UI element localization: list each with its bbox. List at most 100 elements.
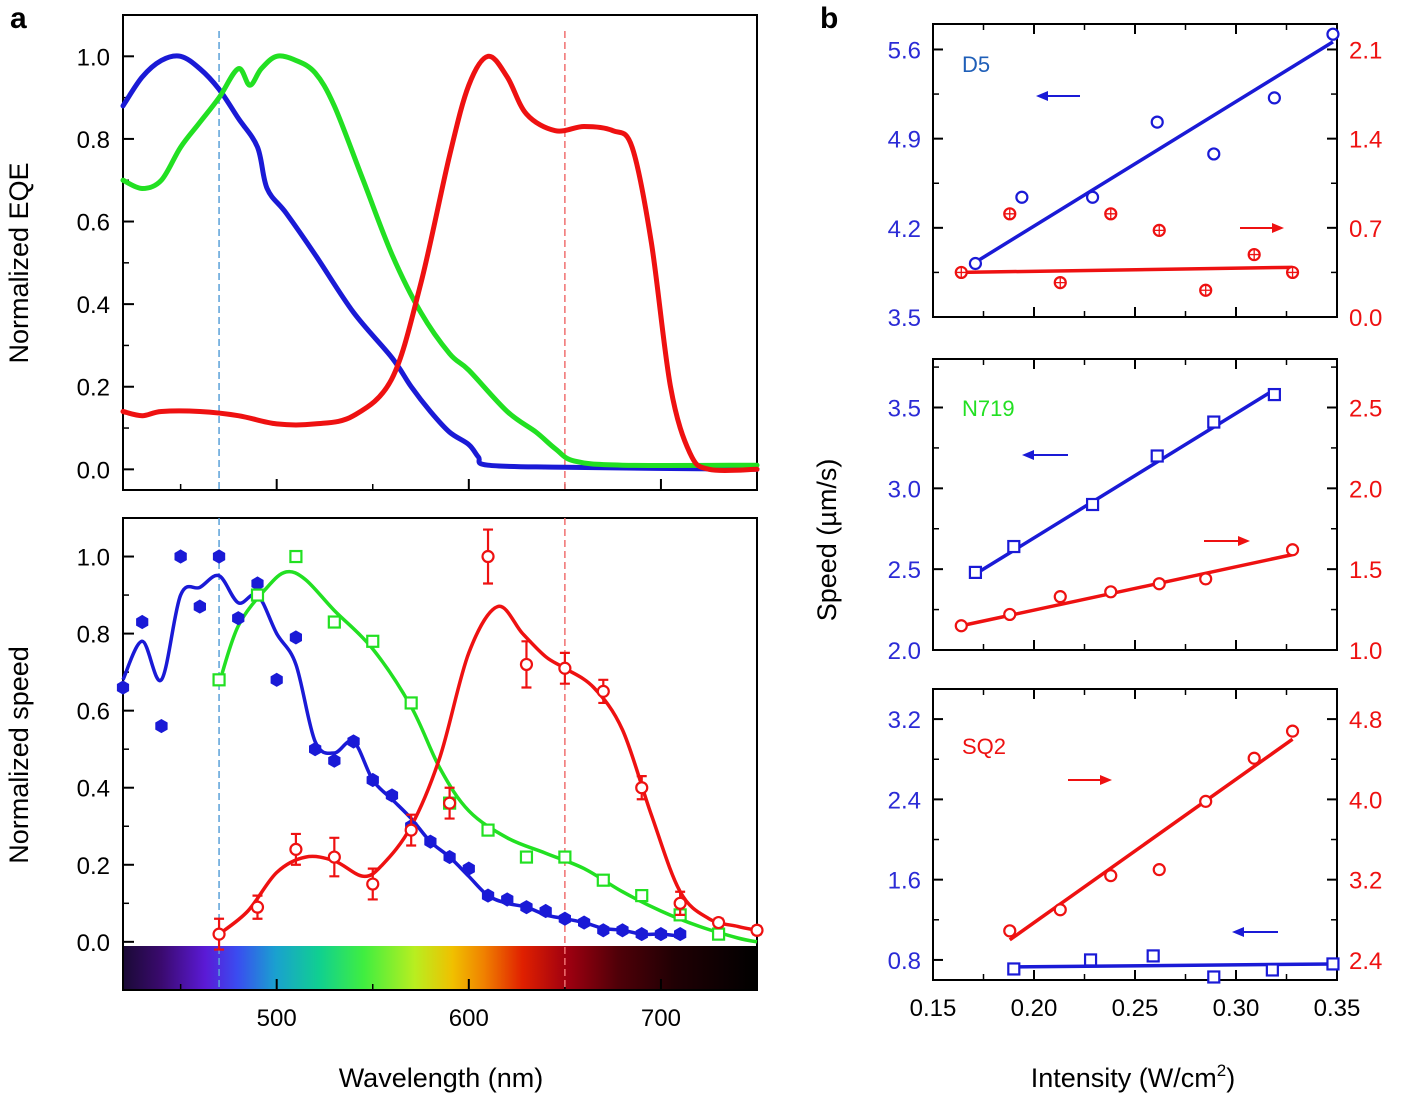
n719-yticklabelR-0: 1.0: [1349, 638, 1382, 665]
n719-plot: N719 2.0 2.5 3.0 3.5 1.0 1.5 2.0 2.5: [888, 358, 1382, 665]
d5-yticklabelR-3: 2.1: [1349, 37, 1382, 64]
sq2-yticklabelL-1: 1.6: [888, 868, 921, 895]
d5-point-red-cross: [1248, 249, 1260, 261]
sq2-point-blue: [1265, 963, 1279, 977]
eqe-plot: Normalized EQE 0.0 0.2 0.4 0.6 0.8 1.0: [4, 14, 760, 491]
d5-yticklabelL-3: 5.6: [888, 37, 921, 64]
sq2-point-red: [1247, 751, 1261, 765]
d5-point-blue: [1085, 190, 1100, 204]
sq2-fit-blue: [1013, 962, 1333, 969]
speed-point-red: [366, 877, 380, 891]
speed-point-blue: [385, 788, 399, 803]
sq2-xticklabel-4: 0.35: [1314, 995, 1361, 1022]
n719-yticklabelL-3: 3.5: [888, 396, 921, 423]
n719-point-red: [1003, 607, 1017, 622]
n719-point-red: [1104, 585, 1118, 599]
speed-point-red: [404, 823, 418, 837]
speed-point-red: [519, 657, 534, 672]
speed-point-blue: [289, 630, 302, 645]
speed-plot: Normalized speed Wavelength (nm) 0.0 0.2 0…: [4, 517, 764, 1093]
n719-label: N719: [962, 396, 1015, 421]
sq2-xticklabel-0: 0.15: [910, 995, 957, 1022]
n719-yticklabelL-1: 2.5: [888, 557, 921, 584]
speed-point-blue: [520, 900, 533, 915]
n719-yticklabelL-0: 2.0: [888, 638, 921, 665]
speed-point-red: [481, 549, 495, 564]
sq2-yticklabelL-3: 3.2: [888, 707, 921, 734]
intensity-xlabel-sup: 2: [1217, 1061, 1226, 1080]
d5-point-red-cross: [955, 266, 967, 278]
speed-yticklabel-0: 0.0: [77, 930, 110, 957]
speed-point-green: [327, 615, 341, 629]
speed-fit-red: [218, 604, 758, 936]
speed-point-green: [635, 888, 649, 903]
speed-yticklabel-3: 0.6: [77, 699, 110, 726]
speed-point-blue: [539, 903, 552, 919]
eqe-curve-green: [120, 53, 760, 469]
speed-point-red: [250, 900, 265, 914]
d5-point-red-cross: [1200, 284, 1212, 296]
sq2-yticklabelL-2: 2.4: [888, 787, 921, 814]
sq2-frame: [932, 688, 1338, 981]
speed-point-red: [443, 796, 457, 810]
speed-point-blue: [424, 834, 437, 849]
d5-plot: D5 3.5 4.2 4.9 5.6 0.0 0.7 1.4 2.1: [888, 23, 1382, 332]
n719-point-blue: [1207, 415, 1221, 429]
intensity-xlabel-end: ): [1226, 1063, 1235, 1093]
intensity-xlabel-main: Intensity (W/cm: [1031, 1063, 1217, 1093]
sq2-point-red: [1285, 724, 1300, 738]
sq2-point-blue: [1083, 953, 1098, 967]
d5-point-red-cross: [1105, 208, 1117, 220]
eqe-curve-blue: [120, 53, 760, 472]
speed-point-red: [750, 923, 764, 937]
d5-arrowhead-0: [1036, 91, 1048, 101]
speed-point-green: [558, 850, 572, 864]
speed-point-red: [212, 927, 226, 941]
n719-point-red: [1053, 590, 1067, 604]
eqe-yticklabel-3: 0.6: [77, 210, 110, 237]
speed-xticklabel-0: 500: [257, 1005, 297, 1032]
speed-yticklabel-1: 0.2: [77, 853, 110, 880]
speed-point-green: [366, 634, 380, 648]
eqe-curve-red: [120, 53, 760, 474]
speed-point-red: [596, 684, 610, 698]
sq2-yticklabelR-0: 2.4: [1349, 948, 1382, 975]
sq2-xticklabel-2: 0.25: [1112, 995, 1159, 1022]
speed-point-blue: [270, 672, 283, 687]
n719-fit-blue: [974, 388, 1276, 576]
eqe-yticklabel-5: 1.0: [77, 44, 110, 71]
eqe-yticklabel-2: 0.4: [77, 292, 110, 319]
wavelength-xlabel: Wavelength (nm): [339, 1063, 544, 1093]
speed-point-green: [481, 823, 495, 837]
sq2-point-red: [1199, 794, 1213, 808]
speed-point-blue: [251, 576, 264, 591]
speed-point-blue: [616, 923, 629, 938]
sq2-point-blue: [1207, 970, 1221, 984]
n719-yticklabelR-3: 2.5: [1349, 396, 1382, 423]
n719-point-red: [954, 619, 968, 633]
speed-fit-green: [217, 569, 758, 944]
d5-fit-blue: [974, 40, 1334, 264]
speed-fit-blue: [121, 573, 681, 938]
sq2-point-red: [1152, 863, 1166, 877]
n719-point-red: [1152, 577, 1166, 591]
speed-point-blue: [328, 753, 341, 768]
speed-point-red: [711, 915, 726, 930]
speed-yticklabel-2: 0.4: [77, 776, 110, 803]
speed-point-blue: [443, 850, 456, 865]
speed-point-blue: [366, 772, 379, 788]
speed-point-blue: [558, 911, 571, 926]
n719-yticklabelL-2: 3.0: [888, 476, 921, 503]
n719-arrowhead-0: [1022, 450, 1034, 460]
eqe-yticklabel-1: 0.2: [77, 375, 110, 402]
d5-point-red-cross: [1153, 224, 1165, 236]
d5-yticklabelL-2: 4.9: [888, 127, 921, 154]
speed-point-blue: [597, 923, 610, 938]
n719-arrowhead-1: [1238, 536, 1250, 546]
speed-yticklabel-4: 0.8: [77, 622, 110, 649]
d5-yticklabelR-0: 0.0: [1349, 305, 1382, 332]
eqe-frame: [122, 14, 758, 491]
speed-point-blue: [136, 614, 149, 630]
speed-point-red: [327, 850, 341, 864]
n719-point-red: [1199, 572, 1213, 586]
